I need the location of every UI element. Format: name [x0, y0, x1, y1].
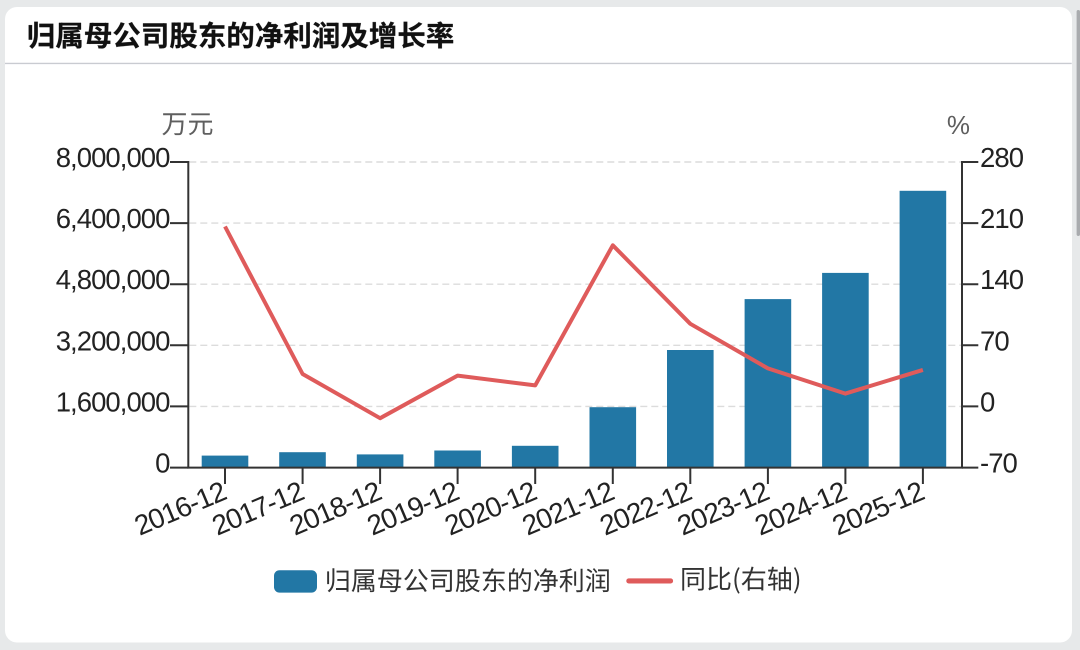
- svg-text:-70: -70: [980, 448, 1018, 479]
- svg-text:3,200,000: 3,200,000: [56, 325, 170, 356]
- svg-text:0: 0: [155, 448, 170, 479]
- svg-text:280: 280: [980, 142, 1024, 173]
- svg-text:%: %: [947, 110, 970, 140]
- svg-text:0: 0: [980, 386, 995, 417]
- svg-text:1,600,000: 1,600,000: [56, 386, 170, 417]
- svg-text:140: 140: [980, 264, 1024, 295]
- svg-text:8,000,000: 8,000,000: [56, 142, 170, 173]
- svg-text:6,400,000: 6,400,000: [56, 203, 170, 234]
- svg-text:210: 210: [980, 203, 1024, 234]
- svg-text:70: 70: [980, 325, 1009, 356]
- svg-text:4,800,000: 4,800,000: [56, 264, 170, 295]
